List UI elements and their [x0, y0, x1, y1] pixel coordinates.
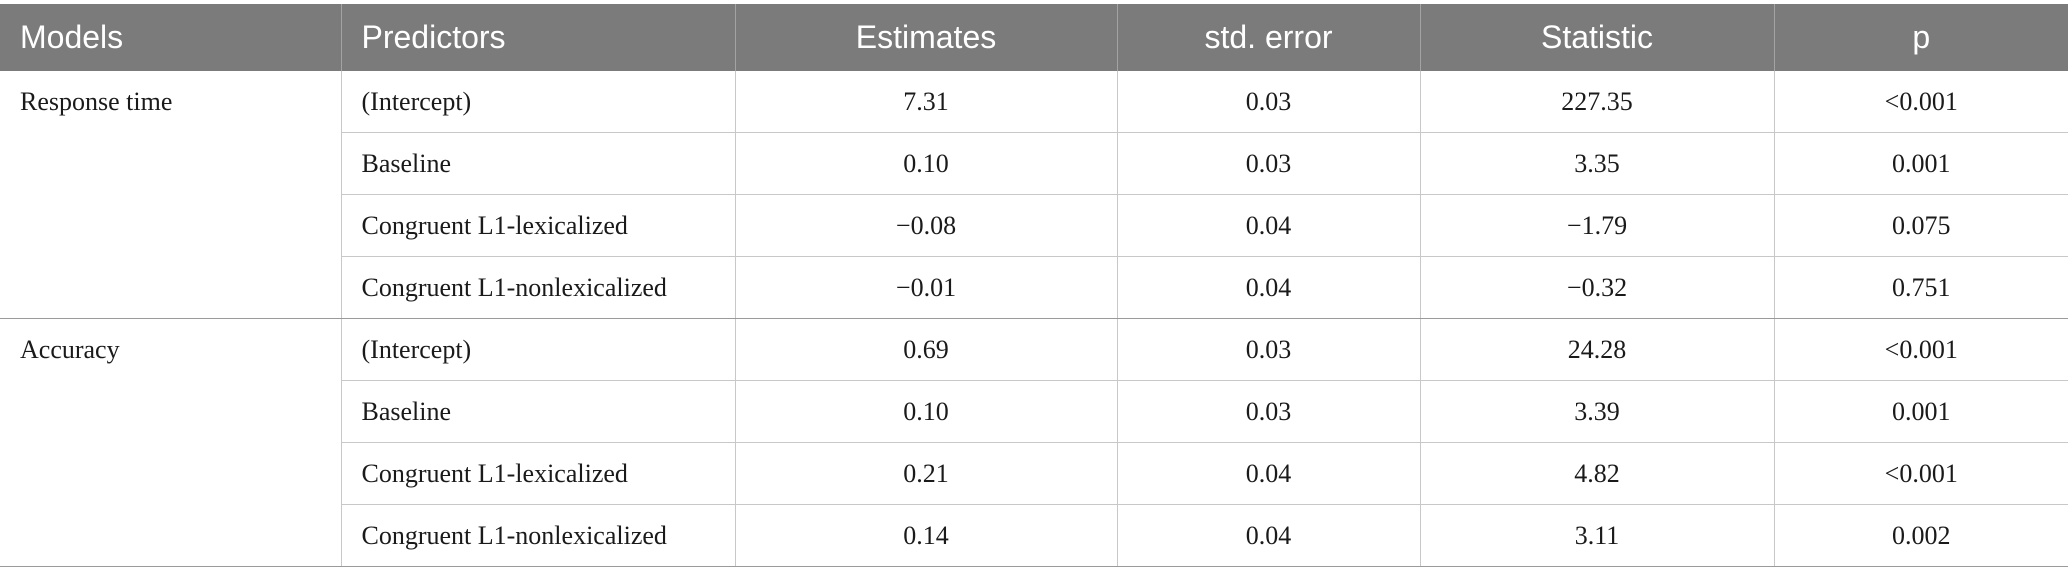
statistic-cell: 227.35: [1420, 71, 1775, 133]
p-value-cell: <0.001: [1774, 71, 2068, 133]
estimate-cell: 0.14: [735, 504, 1118, 567]
predictor-cell: Baseline: [341, 132, 736, 195]
table-row: Response time (Intercept) 7.31 0.03 227.…: [0, 71, 2068, 319]
table-row: Congruent L1-nonlexicalized 0.14 0.04 3.…: [0, 504, 2068, 567]
model-cell-response-time: Response time: [0, 71, 342, 319]
regression-results-table: Models Predictors Estimates std. error S…: [0, 4, 2068, 567]
statistic-cell: 3.11: [1420, 504, 1775, 567]
table-row: Congruent L1-lexicalized −0.08 0.04 −1.7…: [0, 194, 2068, 257]
std-error-cell: 0.04: [1117, 442, 1421, 505]
header-estimates: Estimates: [735, 4, 1118, 71]
p-value-cell: 0.751: [1774, 256, 2068, 319]
header-row: Models Predictors Estimates std. error S…: [0, 4, 2068, 71]
statistic-cell: 3.35: [1420, 132, 1775, 195]
predictor-cell: Congruent L1-lexicalized: [341, 194, 736, 257]
header-predictors: Predictors: [341, 4, 736, 71]
estimate-cell: 7.31: [735, 71, 1118, 133]
std-error-cell: 0.03: [1117, 380, 1421, 443]
p-value-cell: 0.075: [1774, 194, 2068, 257]
estimate-cell: −0.08: [735, 194, 1118, 257]
p-value-cell: 0.001: [1774, 132, 2068, 195]
predictor-cell: Congruent L1-lexicalized: [341, 442, 736, 505]
estimate-cell: 0.10: [735, 132, 1118, 195]
table-row: Baseline 0.10 0.03 3.35 0.001: [0, 132, 2068, 195]
predictor-cell: (Intercept): [341, 71, 736, 133]
header-models: Models: [0, 4, 342, 71]
statistic-cell: 24.28: [1420, 318, 1775, 381]
predictor-cell: Congruent L1-nonlexicalized: [341, 504, 736, 567]
header-statistic: Statistic: [1420, 4, 1775, 71]
table-row: Accuracy (Intercept) 0.69 0.03 24.28 <0.…: [0, 318, 2068, 567]
statistic-cell: −1.79: [1420, 194, 1775, 257]
std-error-cell: 0.03: [1117, 318, 1421, 381]
std-error-cell: 0.03: [1117, 132, 1421, 195]
statistic-cell: 4.82: [1420, 442, 1775, 505]
header-p: p: [1774, 4, 2068, 71]
estimate-cell: 0.10: [735, 380, 1118, 443]
statistic-cell: −0.32: [1420, 256, 1775, 319]
table-row: Congruent L1-lexicalized 0.21 0.04 4.82 …: [0, 442, 2068, 505]
std-error-cell: 0.04: [1117, 194, 1421, 257]
estimate-cell: 0.69: [735, 318, 1118, 381]
statistic-cell: 3.39: [1420, 380, 1775, 443]
table-row: Congruent L1-nonlexicalized −0.01 0.04 −…: [0, 256, 2068, 319]
predictor-cell: Congruent L1-nonlexicalized: [341, 256, 736, 319]
std-error-cell: 0.04: [1117, 504, 1421, 567]
p-value-cell: <0.001: [1774, 318, 2068, 381]
header-std-error: std. error: [1117, 4, 1421, 71]
predictor-cell: (Intercept): [341, 318, 736, 381]
std-error-cell: 0.04: [1117, 256, 1421, 319]
p-value-cell: 0.001: [1774, 380, 2068, 443]
estimate-cell: −0.01: [735, 256, 1118, 319]
std-error-cell: 0.03: [1117, 71, 1421, 133]
p-value-cell: 0.002: [1774, 504, 2068, 567]
p-value-cell: <0.001: [1774, 442, 2068, 505]
model-cell-accuracy: Accuracy: [0, 318, 342, 567]
estimate-cell: 0.21: [735, 442, 1118, 505]
predictor-cell: Baseline: [341, 380, 736, 443]
table-row: Baseline 0.10 0.03 3.39 0.001: [0, 380, 2068, 443]
